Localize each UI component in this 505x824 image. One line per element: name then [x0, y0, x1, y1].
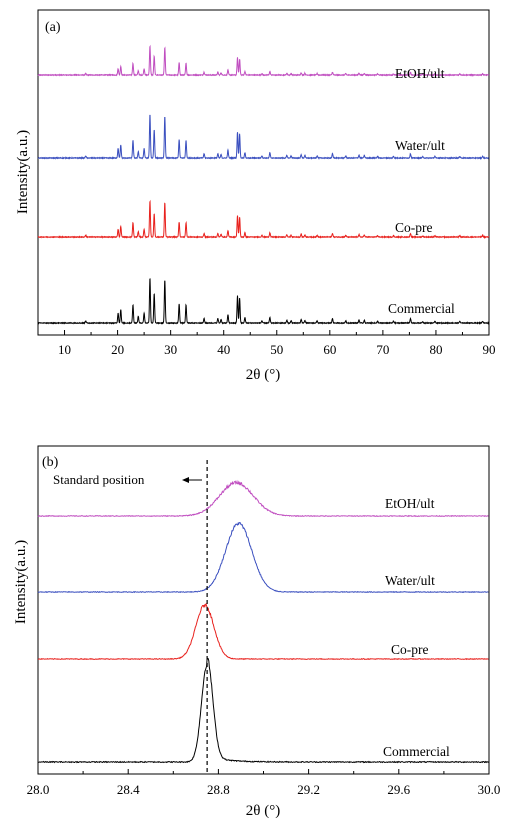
panel-a-tag: (a) [45, 20, 61, 35]
panel-b-x-tick-label: 30.0 [478, 782, 501, 797]
panel-a-series-label-commercial: Commercial [388, 301, 455, 316]
panel-b-series-group: EtOH/ult Water/ult Co-pre Commercial [37, 479, 489, 764]
panel-b-series-co-pre-line [37, 602, 489, 661]
panel-b-series-commercial-line [37, 657, 489, 764]
panel-a-plot-frame [37, 9, 490, 336]
panel-b-series-water-ult-line [37, 521, 489, 594]
panel-a: EtOH/ult Water/ult Co-pre Commercial 10 20 30… [15, 9, 496, 383]
panel-a-x-axis: 10 20 30 40 50 60 70 80 90 [37, 330, 496, 357]
panel-a-x-tick-label: 60 [323, 342, 336, 357]
panel-a-x-axis-title: 2θ (°) [246, 367, 280, 383]
panel-a-series-label-water-ult: Water/ult [395, 138, 445, 153]
panel-a-x-tick-label: 70 [376, 342, 389, 357]
panel-b-y-axis-title: Intensity(a.u.) [13, 540, 29, 624]
panel-a-series-commercial-line [37, 278, 490, 326]
panel-b-tag: (b) [42, 455, 59, 470]
panel-b-series-label-water-ult: Water/ult [385, 573, 435, 588]
panel-b-x-tick-label: 28.4 [117, 782, 140, 797]
panel-a-x-tick-label: 80 [429, 342, 442, 357]
panel-a-series-label-co-pre: Co-pre [395, 220, 433, 235]
panel-a-x-tick-label: 30 [164, 342, 177, 357]
panel-a-series-co-pre-line [37, 199, 490, 239]
panel-a-x-tick-label: 40 [217, 342, 230, 357]
panel-b-series-label-co-pre: Co-pre [391, 642, 429, 657]
panel-a-series-group: EtOH/ult Water/ult Co-pre Commercial [37, 44, 490, 326]
standard-position-label: Standard position [53, 472, 145, 487]
panel-b: EtOH/ult Water/ult Co-pre Commercial Standa… [13, 445, 501, 819]
panel-b-series-label-etoh-ult: EtOH/ult [385, 496, 435, 511]
panel-a-series-etoh-ult-line [37, 44, 490, 77]
panel-a-y-axis-title: Intensity(a.u.) [15, 130, 31, 214]
panel-b-x-tick-label: 28.0 [27, 782, 50, 797]
panel-b-series-etoh-ult-line [37, 479, 489, 518]
panel-b-x-tick-label: 28.8 [207, 782, 230, 797]
panel-a-series-water-ult-line [37, 114, 489, 160]
panel-a-x-tick-label: 20 [111, 342, 124, 357]
panel-b-x-axis: 28.0 28.4 28.8 29.2 29.6 30.0 [27, 769, 501, 797]
panel-a-x-tick-label: 50 [270, 342, 283, 357]
panel-b-x-axis-title: 2θ (°) [246, 803, 280, 819]
arrow-left-icon [182, 477, 202, 483]
panel-a-series-label-etoh-ult: EtOH/ult [395, 66, 445, 81]
panel-a-x-tick-label: 10 [58, 342, 71, 357]
panel-b-x-tick-label: 29.6 [387, 782, 410, 797]
panel-b-x-tick-label: 29.2 [297, 782, 320, 797]
panel-b-series-label-commercial: Commercial [383, 744, 450, 759]
panel-a-x-tick-label: 90 [483, 342, 496, 357]
